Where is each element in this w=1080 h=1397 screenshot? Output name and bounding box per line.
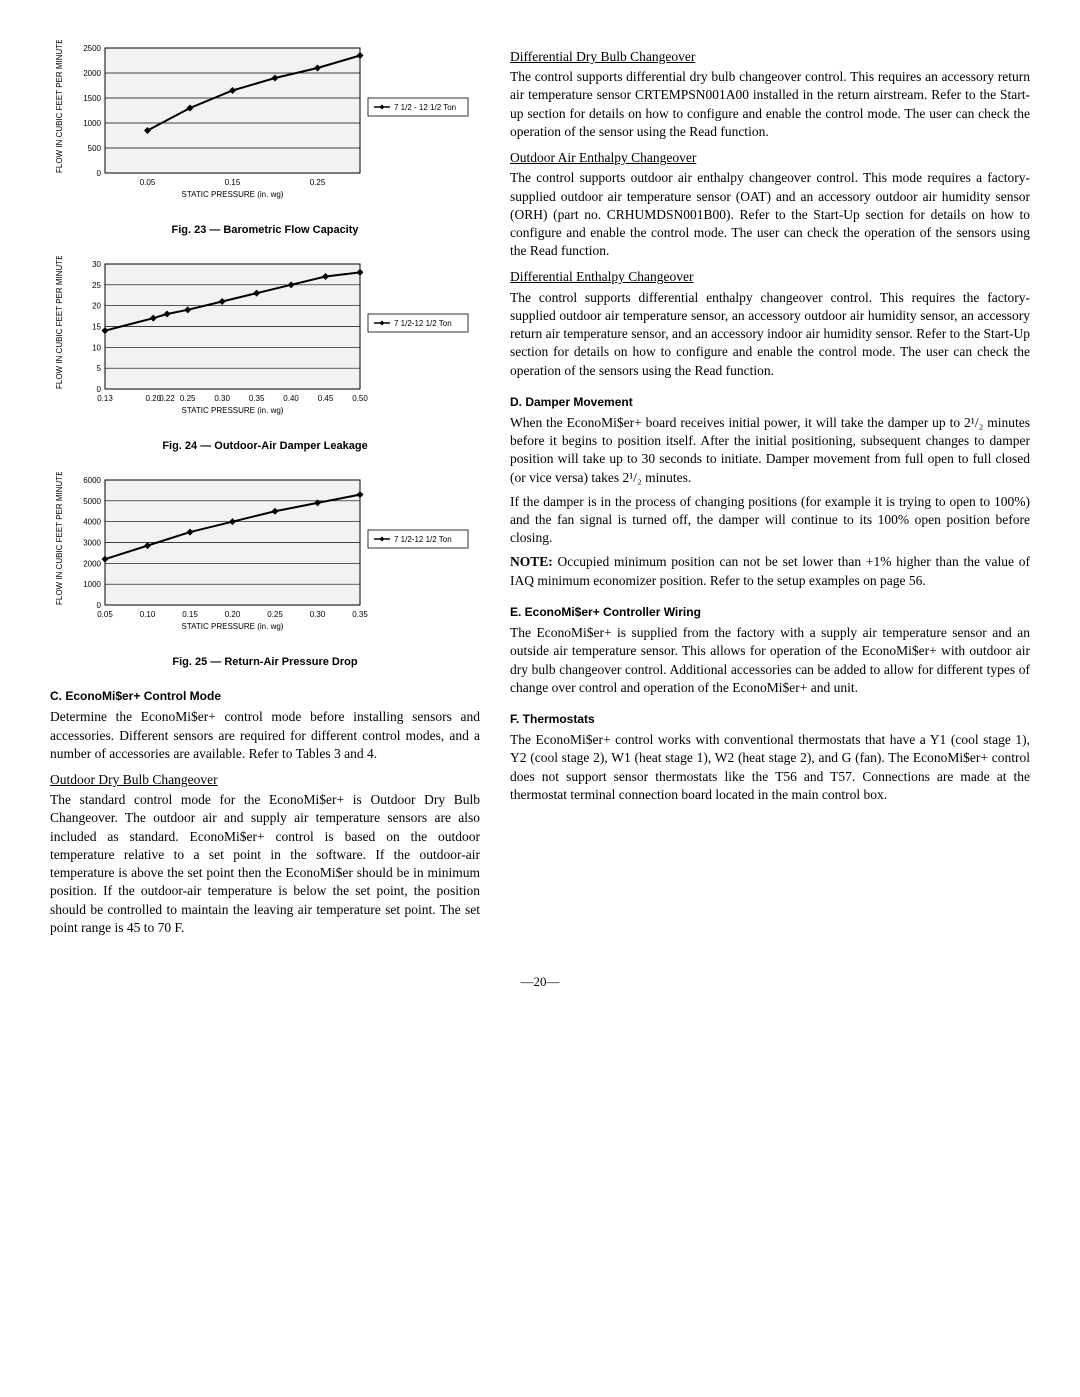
- outdoor-dry-bulb-heading: Outdoor Dry Bulb Changeover: [50, 771, 480, 789]
- svg-text:10: 10: [92, 343, 101, 352]
- svg-text:3000: 3000: [83, 539, 101, 548]
- svg-text:7 1/2-12 1/2 Ton: 7 1/2-12 1/2 Ton: [394, 319, 452, 328]
- svg-text:0.15: 0.15: [225, 178, 241, 187]
- differential-enthalpy-p1: The control supports differential enthal…: [510, 289, 1030, 380]
- section-d-heading: D. Damper Movement: [510, 394, 1030, 410]
- svg-text:0.30: 0.30: [214, 394, 230, 403]
- differential-dry-bulb-heading: Differential Dry Bulb Changeover: [510, 48, 1030, 66]
- section-c-heading: C. EconoMi$er+ Control Mode: [50, 688, 480, 704]
- svg-text:5000: 5000: [83, 497, 101, 506]
- svg-text:FLOW IN CUBIC FEET PER MINUTE: FLOW IN CUBIC FEET PER MINUTE (cfm): [55, 256, 64, 389]
- section-d-p2: If the damper is in the process of chang…: [510, 493, 1030, 548]
- note-label: NOTE:: [510, 554, 553, 569]
- section-f-heading: F. Thermostats: [510, 711, 1030, 727]
- svg-text:0.13: 0.13: [97, 394, 113, 403]
- svg-text:1000: 1000: [83, 119, 101, 128]
- outdoor-dry-bulb-p1: The standard control mode for the EconoM…: [50, 791, 480, 937]
- svg-text:2000: 2000: [83, 69, 101, 78]
- svg-text:0: 0: [97, 385, 102, 394]
- svg-text:STATIC PRESSURE (in. wg): STATIC PRESSURE (in. wg): [182, 190, 284, 199]
- svg-text:30: 30: [92, 260, 101, 269]
- svg-text:FLOW IN CUBIC FEET PER MINUTE: FLOW IN CUBIC FEET PER MINUTE (cfm): [55, 472, 64, 605]
- svg-text:6000: 6000: [83, 476, 101, 485]
- page-number: —20—: [50, 973, 1030, 991]
- svg-text:25: 25: [92, 281, 101, 290]
- svg-text:FLOW IN CUBIC FEET PER MINUTE: FLOW IN CUBIC FEET PER MINUTE (cfm): [55, 40, 64, 173]
- svg-text:0.30: 0.30: [310, 610, 326, 619]
- note-text: Occupied minimum position can not be set…: [510, 554, 1030, 587]
- svg-text:0.35: 0.35: [352, 610, 368, 619]
- svg-text:5: 5: [97, 364, 102, 373]
- figure-caption: Fig. 25 — Return-Air Pressure Drop: [50, 655, 480, 670]
- svg-text:0.05: 0.05: [97, 610, 113, 619]
- svg-text:7 1/2-12 1/2 Ton: 7 1/2-12 1/2 Ton: [394, 535, 452, 544]
- figure-24: FLOW IN CUBIC FEET PER MINUTE (cfm) 0 5 10 1…: [50, 256, 480, 454]
- svg-text:STATIC PRESSURE (in. wg): STATIC PRESSURE (in. wg): [182, 406, 284, 415]
- svg-text:STATIC PRESSURE (in. wg): STATIC PRESSURE (in. wg): [182, 622, 284, 631]
- svg-text:0: 0: [97, 601, 102, 610]
- differential-dry-bulb-p1: The control supports differential dry bu…: [510, 68, 1030, 141]
- svg-text:2000: 2000: [83, 559, 101, 568]
- svg-text:0.20: 0.20: [225, 610, 241, 619]
- svg-text:0.22: 0.22: [159, 394, 175, 403]
- svg-text:0.05: 0.05: [140, 178, 156, 187]
- outdoor-enthalpy-p1: The control supports outdoor air enthalp…: [510, 169, 1030, 260]
- svg-text:4000: 4000: [83, 518, 101, 527]
- svg-text:0.40: 0.40: [283, 394, 299, 403]
- svg-text:0.45: 0.45: [318, 394, 334, 403]
- svg-text:2500: 2500: [83, 44, 101, 53]
- svg-text:500: 500: [88, 144, 102, 153]
- differential-enthalpy-heading: Differential Enthalpy Changeover: [510, 268, 1030, 286]
- svg-text:0.10: 0.10: [140, 610, 156, 619]
- svg-text:1500: 1500: [83, 94, 101, 103]
- svg-text:0.35: 0.35: [249, 394, 265, 403]
- section-d-note: NOTE: Occupied minimum position can not …: [510, 553, 1030, 589]
- svg-text:0.25: 0.25: [310, 178, 326, 187]
- svg-text:20: 20: [92, 302, 101, 311]
- svg-text:1000: 1000: [83, 580, 101, 589]
- figure-caption: Fig. 24 — Outdoor-Air Damper Leakage: [50, 439, 480, 454]
- svg-text:0.25: 0.25: [180, 394, 196, 403]
- svg-text:15: 15: [92, 323, 101, 332]
- svg-text:0.15: 0.15: [182, 610, 198, 619]
- section-e-heading: E. EconoMi$er+ Controller Wiring: [510, 604, 1030, 620]
- svg-text:0.50: 0.50: [352, 394, 368, 403]
- svg-text:0: 0: [97, 169, 102, 178]
- svg-text:0.25: 0.25: [267, 610, 283, 619]
- svg-text:7 1/2 - 12 1/2 Ton: 7 1/2 - 12 1/2 Ton: [394, 103, 456, 112]
- figure-caption: Fig. 23 — Barometric Flow Capacity: [50, 223, 480, 238]
- section-c-p1: Determine the EconoMi$er+ control mode b…: [50, 708, 480, 763]
- section-d-p1: When the EconoMi$er+ board receives init…: [510, 414, 1030, 487]
- figure-25: FLOW IN CUBIC FEET PER MINUTE (cfm) 0 1000…: [50, 472, 480, 670]
- section-e-p1: The EconoMi$er+ is supplied from the fac…: [510, 624, 1030, 697]
- outdoor-enthalpy-heading: Outdoor Air Enthalpy Changeover: [510, 149, 1030, 167]
- figure-23: FLOW IN CUBIC FEET PER MINUTE (cfm) 0 500 1…: [50, 40, 480, 238]
- section-f-p1: The EconoMi$er+ control works with conve…: [510, 731, 1030, 804]
